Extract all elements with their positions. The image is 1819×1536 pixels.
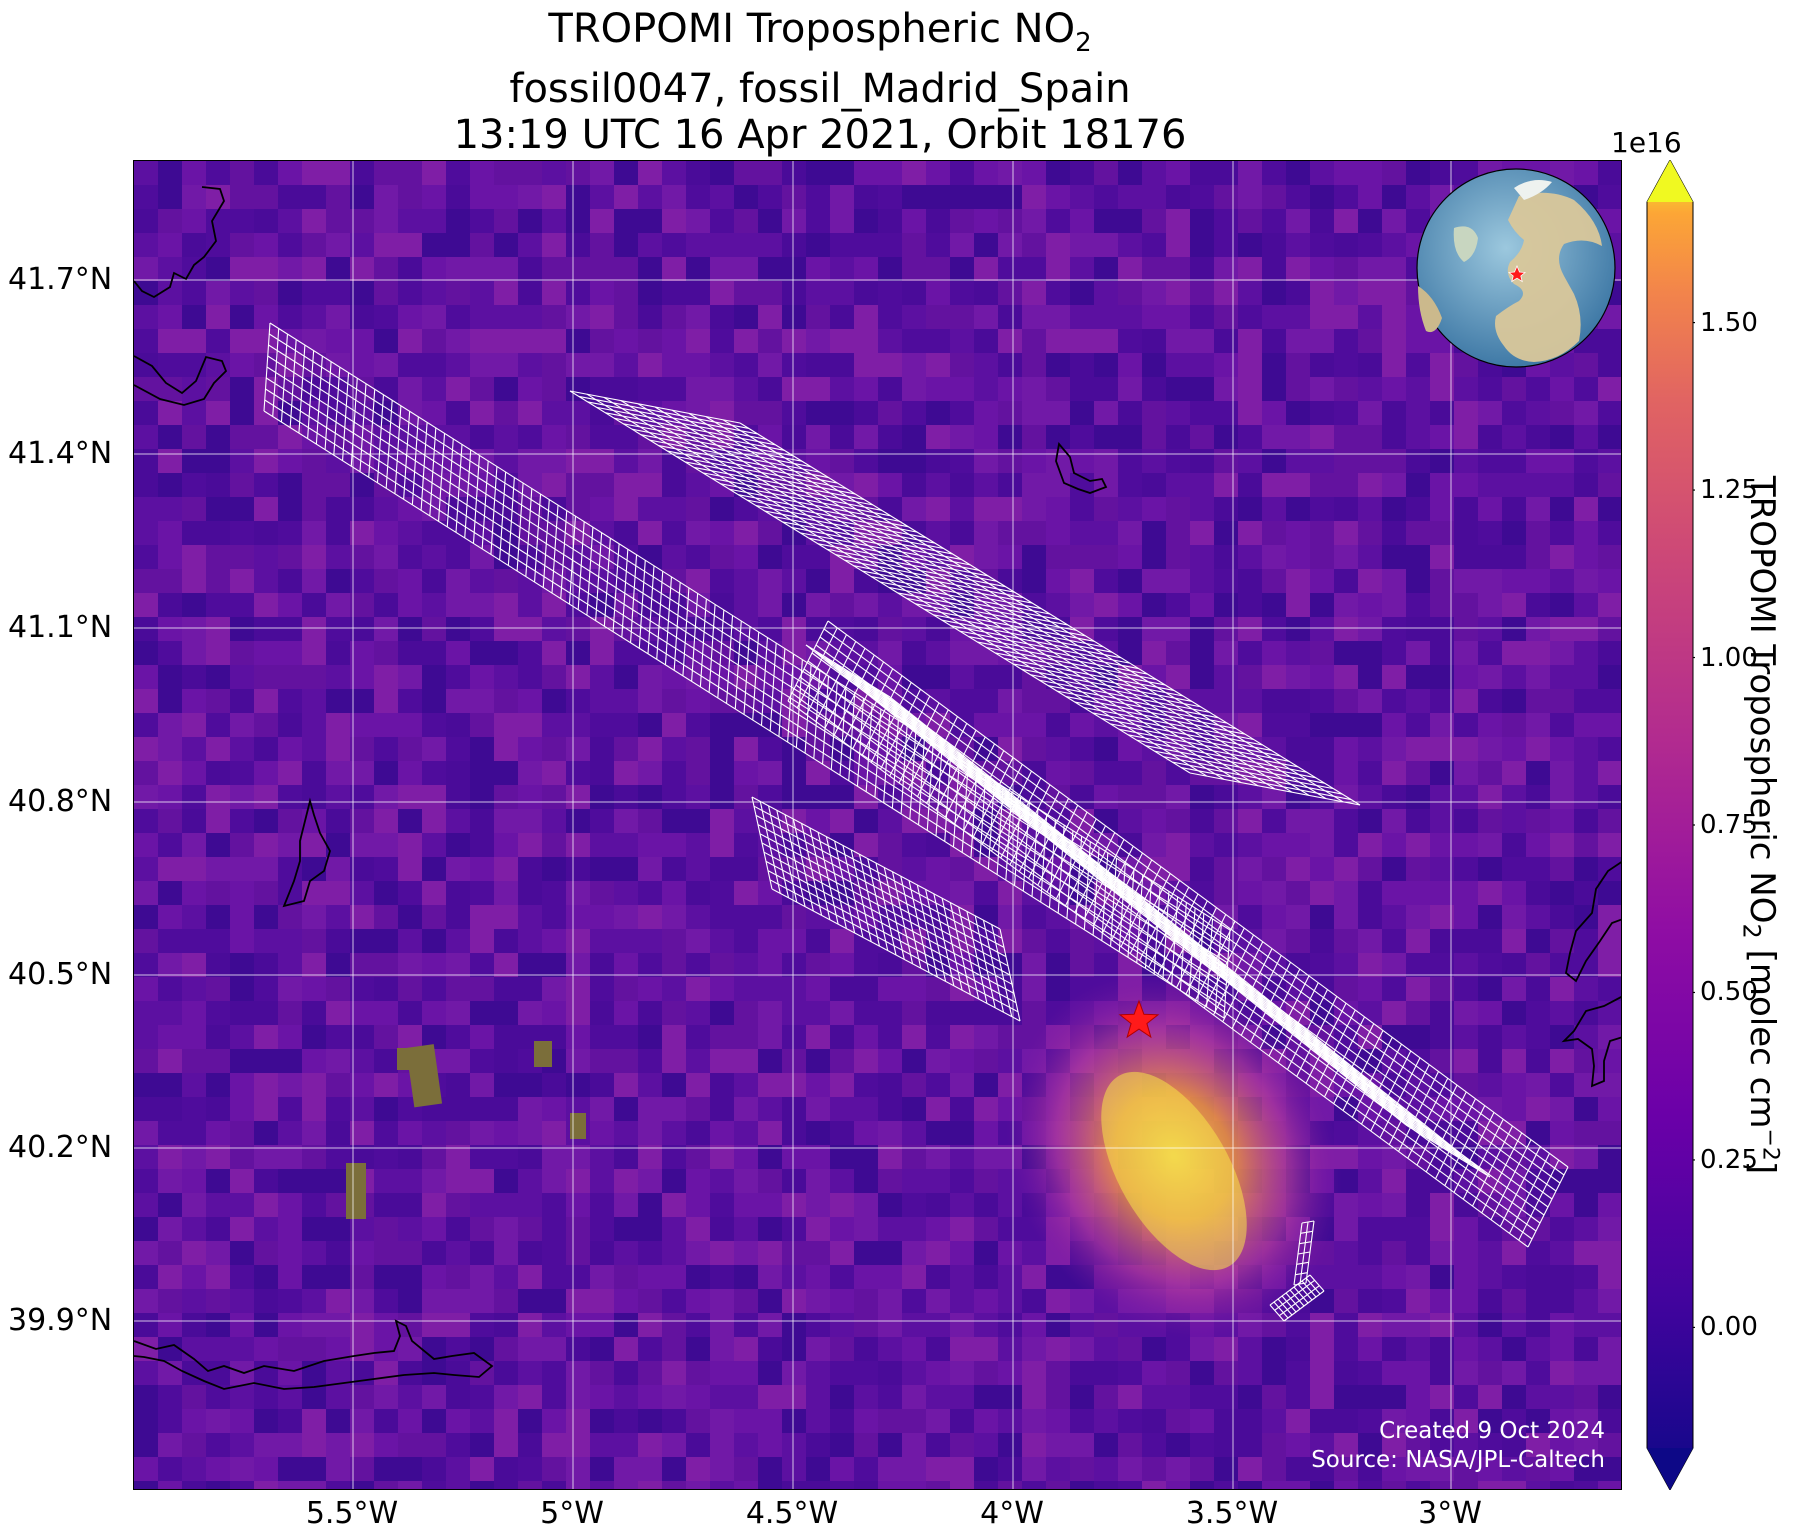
globe-site-marker <box>1508 264 1526 283</box>
lon-tick-5w: 5°W <box>540 1496 604 1531</box>
figure-title: TROPOMI Tropospheric NO2 fossil0047, fos… <box>0 6 1640 158</box>
lat-tick-40-8: 40.8°N <box>8 784 113 819</box>
colorbar-exponent: 1e16 <box>1611 126 1682 159</box>
created-credit: Created 9 Oct 2024 <box>1379 1418 1605 1444</box>
observation-footprint-overlay <box>263 322 1569 1322</box>
colorbar-extend-max <box>1647 160 1693 202</box>
site-star-marker[interactable] <box>1118 999 1160 1039</box>
title-line-1: TROPOMI Tropospheric NO2 <box>548 6 1092 58</box>
footprint-swath <box>263 322 1231 1019</box>
footprint-swath <box>1269 1274 1325 1322</box>
colorbar-tick: 0.25 <box>1700 1144 1758 1175</box>
lat-tick-40-2: 40.2°N <box>8 1130 113 1165</box>
footprint-swath <box>1293 1220 1315 1286</box>
colorbar-tick: 1.50 <box>1700 307 1758 338</box>
colorbar-extend-min <box>1647 1448 1693 1490</box>
lat-tick-39-9: 39.9°N <box>8 1303 113 1338</box>
title-line-2: fossil0047, fossil_Madrid_Spain <box>509 66 1131 112</box>
colorbar-tick: 0.00 <box>1700 1312 1758 1343</box>
colorbar <box>1646 160 1695 1490</box>
no2-pixel-field <box>134 161 1621 1489</box>
lat-tick-40-5: 40.5°N <box>8 957 113 992</box>
lon-tick-3-5w: 3.5°W <box>1185 1496 1279 1531</box>
footprint-swath <box>751 796 1021 1022</box>
source-credit: Source: NASA/JPL-Caltech <box>1311 1447 1605 1473</box>
colorbar-tick: 0.75 <box>1700 810 1758 840</box>
lat-tick-41-7: 41.7°N <box>8 262 113 297</box>
map-panel[interactable] <box>133 160 1622 1490</box>
lon-tick-4-5w: 4.5°W <box>745 1496 839 1531</box>
map-gridlines <box>134 161 1621 1489</box>
lon-tick-4w: 4°W <box>980 1496 1044 1531</box>
lon-tick-5-5w: 5.5°W <box>305 1496 399 1531</box>
title-line-3: 13:19 UTC 16 Apr 2021, Orbit 18176 <box>453 112 1187 158</box>
footprint-swath <box>787 620 1569 1248</box>
colorbar-tick: 0.50 <box>1700 977 1758 1008</box>
colorbar-label: TROPOMI Tropospheric NO2 [molec cm−2] <box>1737 475 1783 1175</box>
globe-inset <box>1414 166 1618 374</box>
lon-tick-3w: 3°W <box>1418 1496 1482 1531</box>
globe-icon <box>1416 168 1616 368</box>
lat-tick-41-1: 41.1°N <box>8 610 113 645</box>
footprint-swath <box>569 390 1361 806</box>
no2-plume-core <box>1101 1071 1247 1271</box>
colorbar-tick: 1.00 <box>1700 642 1758 673</box>
missing-data-patches <box>346 1041 586 1219</box>
colorbar-tick: 1.25 <box>1700 475 1758 506</box>
coastlines <box>134 186 1621 1390</box>
lat-tick-41-4: 41.4°N <box>8 436 113 471</box>
colorbar-bar <box>1646 160 1694 1490</box>
no2-map <box>134 161 1621 1489</box>
